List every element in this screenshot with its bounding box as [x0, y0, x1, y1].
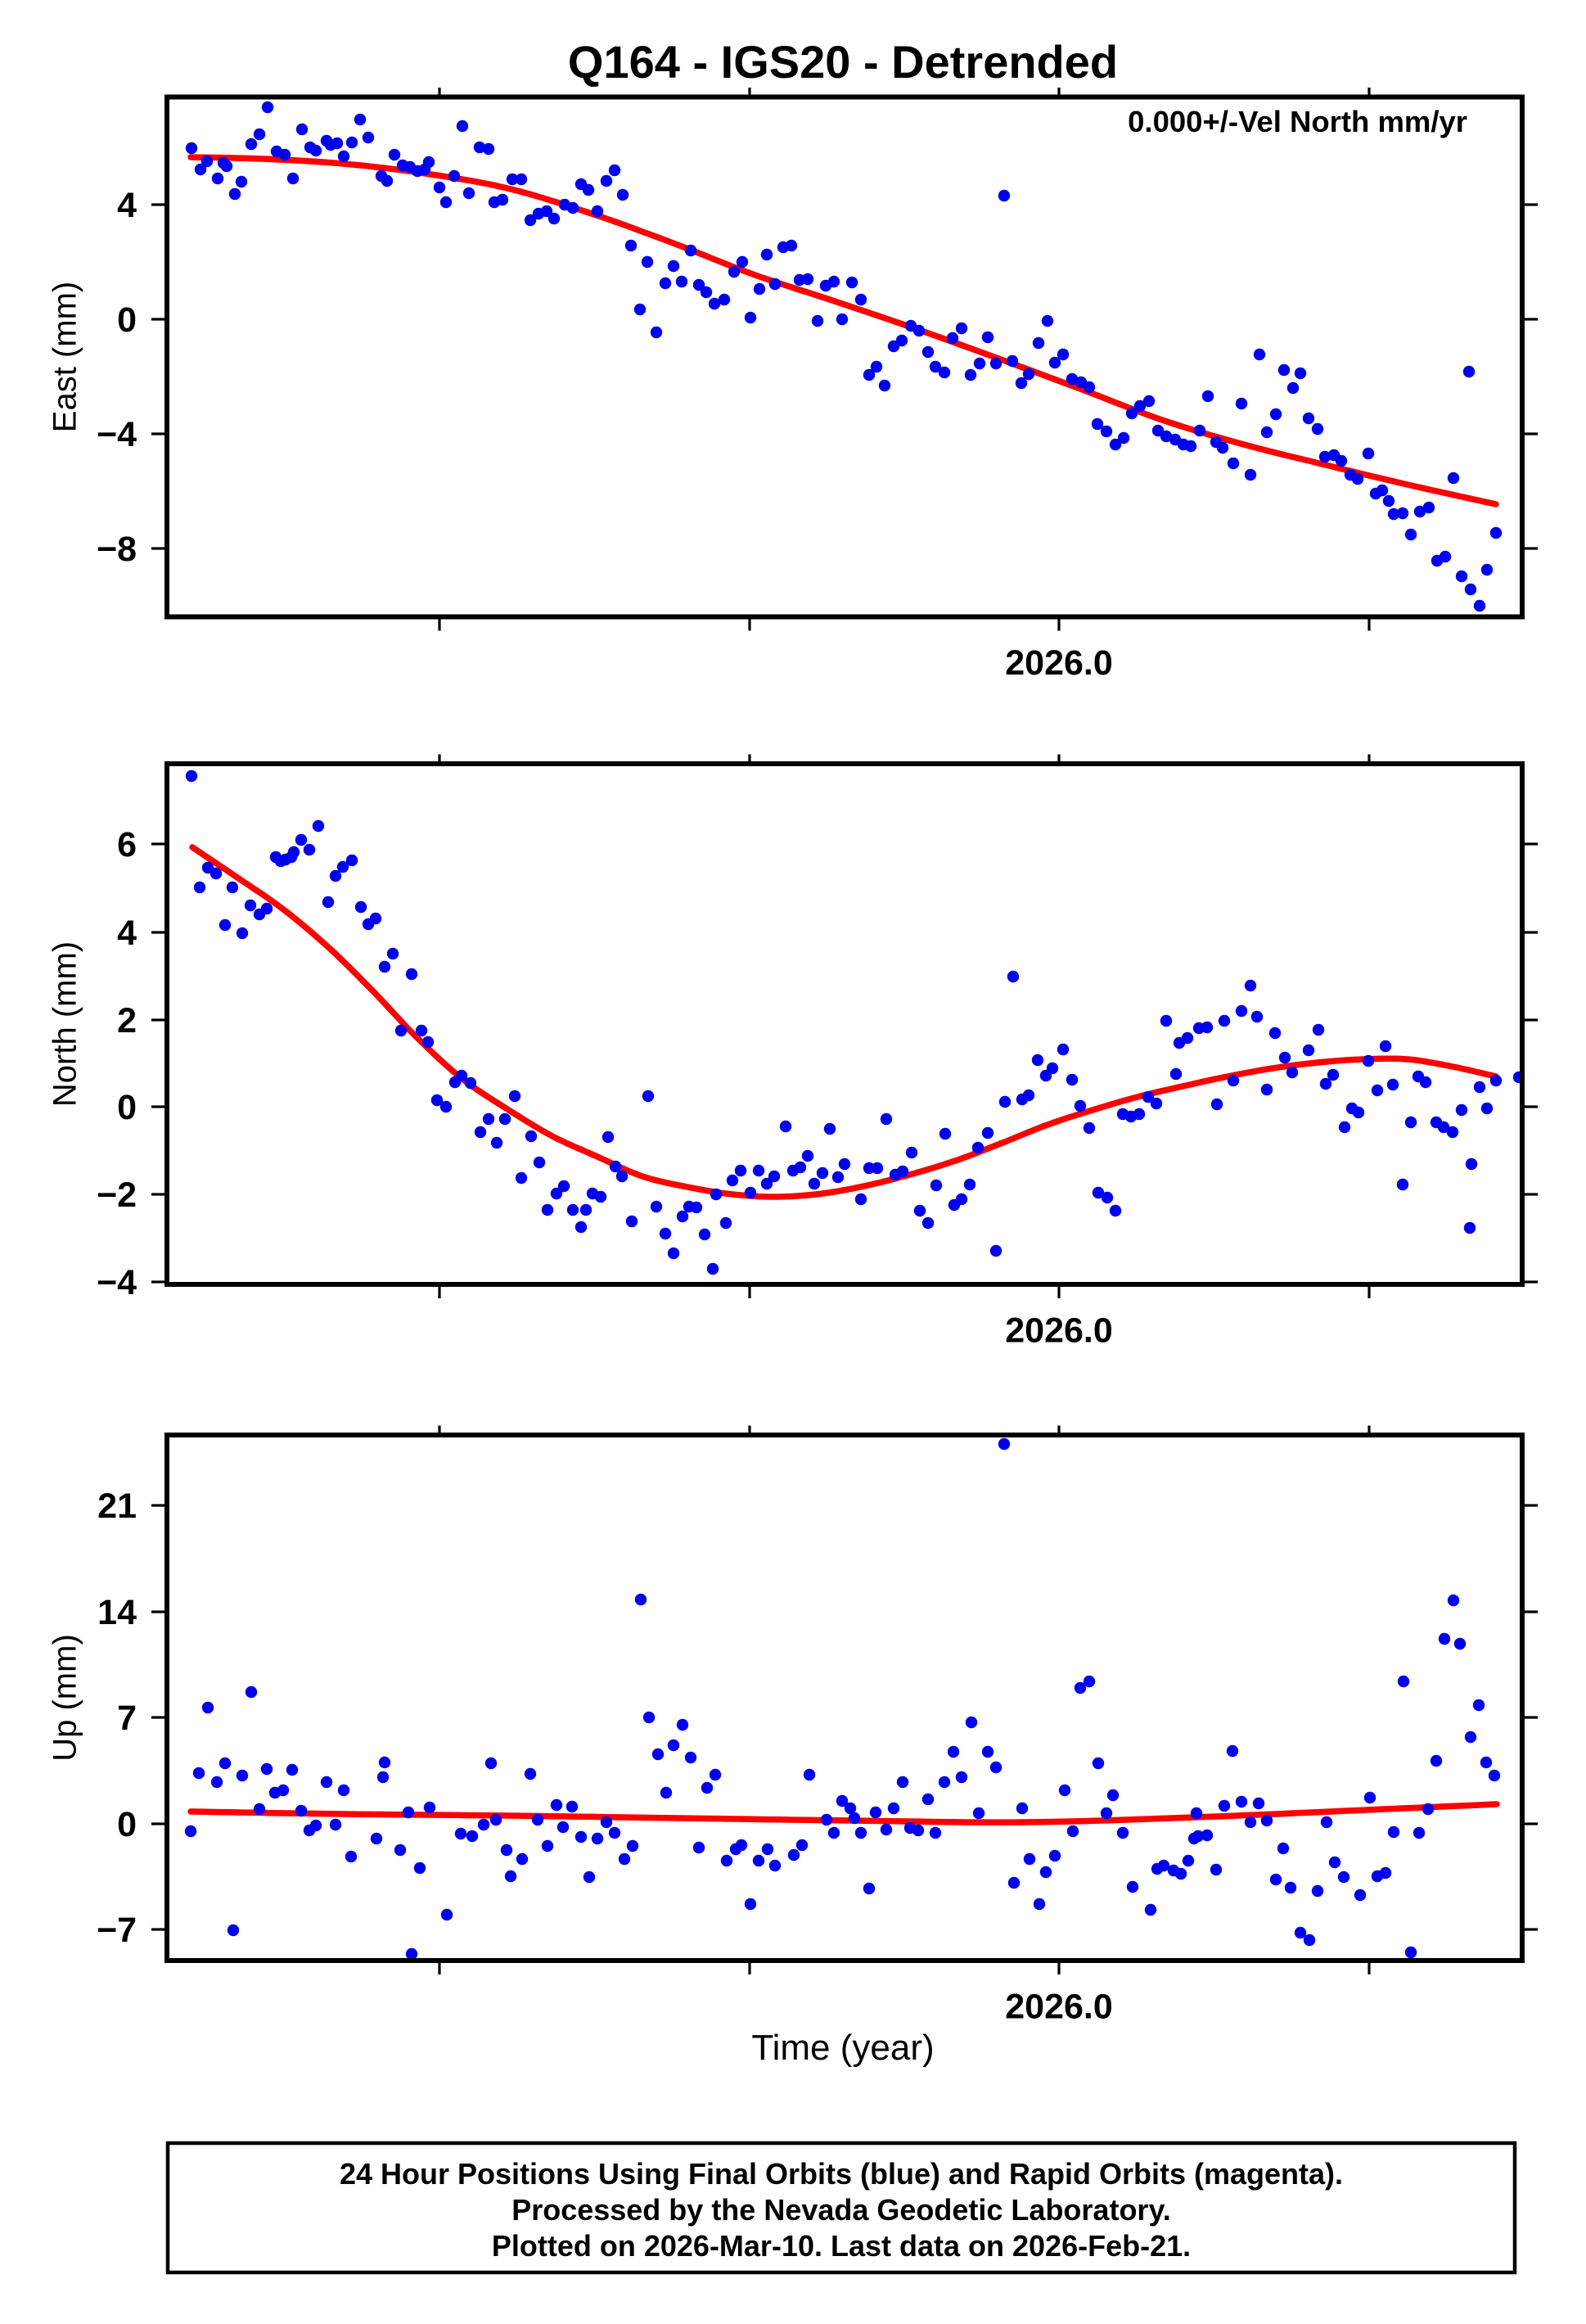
- svg-text:Plotted on 2026-Mar-10. Last d: Plotted on 2026-Mar-10. Last data on 202…: [492, 2229, 1191, 2263]
- svg-text:East (mm): East (mm): [47, 282, 83, 432]
- svg-text:14: 14: [97, 1593, 137, 1632]
- svg-text:6: 6: [117, 825, 137, 864]
- svg-text:4: 4: [117, 186, 137, 225]
- svg-text:Processed by the Nevada Geodet: Processed by the Nevada Geodetic Laborat…: [511, 2193, 1171, 2227]
- svg-text:Up (mm): Up (mm): [47, 1634, 83, 1762]
- svg-text:0: 0: [117, 1805, 137, 1844]
- svg-text:Q164 - IGS20 - Detrended: Q164 - IGS20 - Detrended: [568, 36, 1118, 88]
- svg-text:2: 2: [117, 1001, 137, 1040]
- svg-text:−4: −4: [97, 415, 137, 454]
- svg-text:−8: −8: [97, 530, 137, 569]
- svg-text:24 Hour Positions Using Final: 24 Hour Positions Using Final Orbits (bl…: [340, 2157, 1343, 2191]
- svg-text:Time (year): Time (year): [751, 2028, 934, 2068]
- svg-text:2026.0: 2026.0: [1005, 643, 1113, 683]
- svg-text:0: 0: [117, 300, 137, 340]
- svg-text:0: 0: [117, 1088, 137, 1127]
- svg-text:−2: −2: [97, 1176, 137, 1215]
- svg-text:4: 4: [117, 914, 137, 953]
- svg-text:0.000+/-Vel North mm/yr: 0.000+/-Vel North mm/yr: [1128, 105, 1467, 138]
- svg-text:−7: −7: [97, 1911, 137, 1950]
- svg-text:21: 21: [97, 1487, 137, 1526]
- svg-text:−4: −4: [97, 1263, 137, 1302]
- svg-text:2026.0: 2026.0: [1005, 1988, 1113, 2027]
- svg-text:7: 7: [117, 1699, 137, 1738]
- svg-text:2026.0: 2026.0: [1005, 1311, 1113, 1351]
- svg-text:North (mm): North (mm): [47, 941, 83, 1107]
